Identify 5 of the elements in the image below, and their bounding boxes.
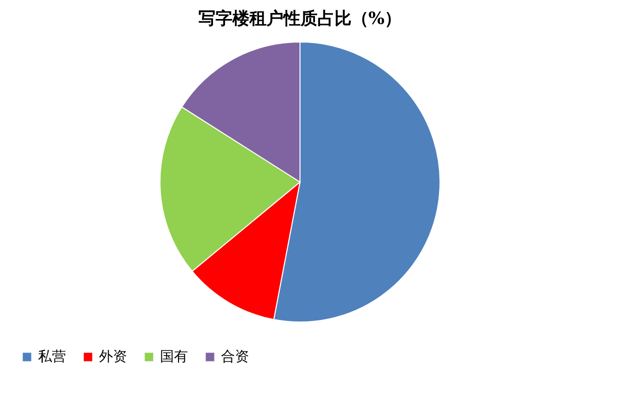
legend-label: 合资 — [221, 349, 249, 365]
legend-label: 国有 — [160, 349, 188, 365]
legend-label: 私营 — [38, 349, 66, 365]
chart-title: 写字楼租户性质占比（%） — [198, 9, 402, 29]
legend-label: 外资 — [99, 349, 127, 365]
